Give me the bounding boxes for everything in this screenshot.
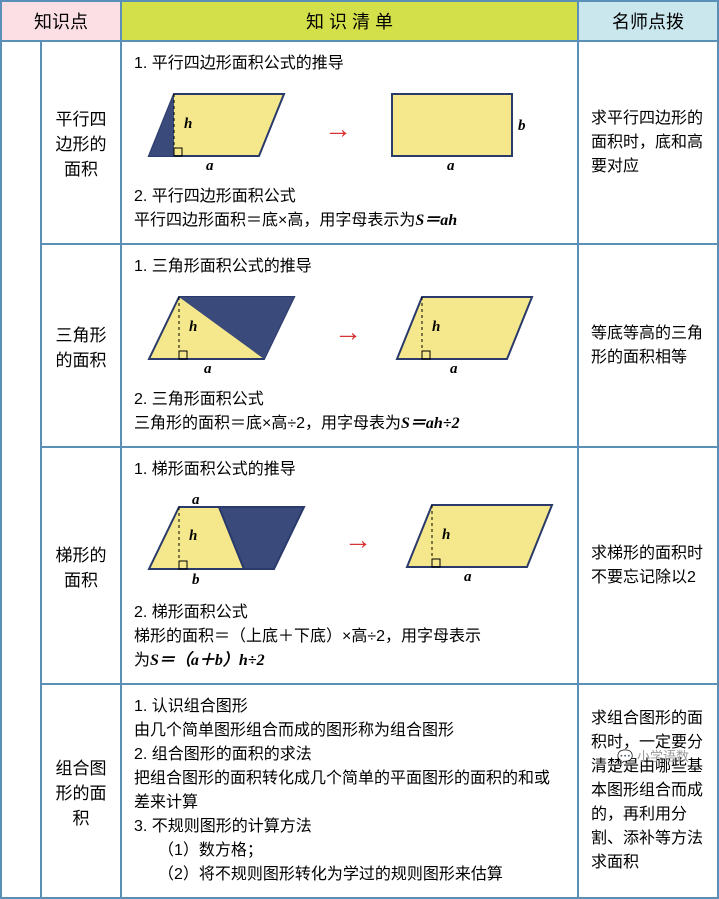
svg-text:h: h — [442, 527, 450, 543]
label-composite: 组合图形的面积 — [41, 684, 121, 898]
content-composite: 1. 认识组合图形 由几个简单图形组合而成的图形称为组合图形 2. 组合图形的面… — [121, 684, 578, 898]
row-trapezoid: 梯形的面积 1. 梯形面积公式的推导 h a b → h — [1, 447, 718, 684]
para-line1: 1. 平行四边形面积公式的推导 — [134, 52, 565, 76]
tip-triangle: 等底等高的三角形的面积相等 — [578, 244, 718, 447]
tri-svg-left: h a — [144, 289, 304, 374]
trap-svg-left: h a b — [144, 492, 314, 587]
row-triangle: 三角形的面积 1. 三角形面积公式的推导 h a → h a — [1, 244, 718, 447]
para-formula: 平行四边形面积＝底×高，用字母表示为S＝ah — [134, 209, 565, 233]
header-row: 知识点 知 识 清 单 名师点拨 — [1, 1, 718, 41]
tip-trapezoid: 求梯形的面积时不要忘记除以2 — [578, 447, 718, 684]
tri-formula: 三角形的面积＝底×高÷2，用字母表为S＝ah÷2 — [134, 412, 565, 436]
header-topic: 知识点 — [1, 1, 121, 41]
tip-parallelogram: 求平行四边形的面积时，底和高要对应 — [578, 41, 718, 244]
comp-p7: （2）将不规则图形转化为学过的规则图形来估算 — [134, 863, 565, 887]
tri-line2: 2. 三角形面积公式 — [134, 388, 565, 412]
content-parallelogram: 1. 平行四边形面积公式的推导 h a → b a 2. 平行四边形面积公式 — [121, 41, 578, 244]
comp-p6: （1）数方格； — [134, 839, 565, 863]
row-parallelogram: 平行四边形的面积 1. 平行四边形面积公式的推导 h a → b a — [1, 41, 718, 244]
svg-text:a: a — [447, 158, 455, 171]
svg-text:h: h — [189, 528, 197, 544]
para-diagram: h a → b a — [144, 86, 565, 171]
comp-p1: 1. 认识组合图形 — [134, 695, 565, 719]
svg-text:h: h — [432, 319, 440, 335]
comp-p5: 3. 不规则图形的计算方法 — [134, 815, 565, 839]
svg-text:a: a — [464, 569, 472, 585]
tri-diagram: h a → h a — [144, 289, 565, 374]
header-tips: 名师点拨 — [578, 1, 718, 41]
para-line2: 2. 平行四边形面积公式 — [134, 185, 565, 209]
tri-line1: 1. 三角形面积公式的推导 — [134, 255, 565, 279]
content-trapezoid: 1. 梯形面积公式的推导 h a b → h a — [121, 447, 578, 684]
label-trapezoid: 梯形的面积 — [41, 447, 121, 684]
svg-text:b: b — [518, 118, 526, 134]
label-triangle: 三角形的面积 — [41, 244, 121, 447]
trap-diagram: h a b → h a — [144, 492, 565, 587]
trap-line2: 2. 梯形面积公式 — [134, 601, 565, 625]
para-svg-left: h a — [144, 86, 294, 171]
comp-p2: 由几个简单图形组合而成的图形称为组合图形 — [134, 719, 565, 743]
svg-text:h: h — [184, 116, 192, 132]
trap-formula1: 梯形的面积＝（上底＋下底）×高÷2，用字母表示 — [134, 625, 565, 649]
svg-text:a: a — [206, 158, 214, 171]
knowledge-table: 知识点 知 识 清 单 名师点拨 平行四边形的面积 1. 平行四边形面积公式的推… — [0, 0, 719, 899]
svg-text:b: b — [192, 572, 200, 587]
tip-composite: 求组合图形的面积时，一定要分清楚是由哪些基本图形组合而成的，再利用分割、添补等方… — [578, 684, 718, 898]
trap-line1: 1. 梯形面积公式的推导 — [134, 458, 565, 482]
svg-text:a: a — [450, 361, 458, 374]
para-svg-right: b a — [382, 86, 532, 171]
svg-text:a: a — [204, 361, 212, 374]
watermark: 小学语数 — [617, 746, 689, 765]
header-list: 知 识 清 单 — [121, 1, 578, 41]
row-composite: 组合图形的面积 1. 认识组合图形 由几个简单图形组合而成的图形称为组合图形 2… — [1, 684, 718, 898]
trap-svg-right: h a — [402, 495, 562, 585]
comp-p3: 2. 组合图形的面积的求法 — [134, 743, 565, 767]
svg-text:h: h — [189, 319, 197, 335]
comp-p4: 把组合图形的面积转化成几个简单的平面图形的面积的和或差来计算 — [134, 767, 565, 815]
arrow-icon: → — [334, 311, 362, 353]
arrow-icon: → — [324, 108, 352, 150]
arrow-icon: → — [344, 519, 372, 561]
svg-text:a: a — [192, 492, 200, 508]
label-parallelogram: 平行四边形的面积 — [41, 41, 121, 244]
trap-formula2: 为S＝（a＋b）h÷2 — [134, 649, 565, 673]
tri-svg-right: h a — [392, 289, 542, 374]
content-triangle: 1. 三角形面积公式的推导 h a → h a — [121, 244, 578, 447]
